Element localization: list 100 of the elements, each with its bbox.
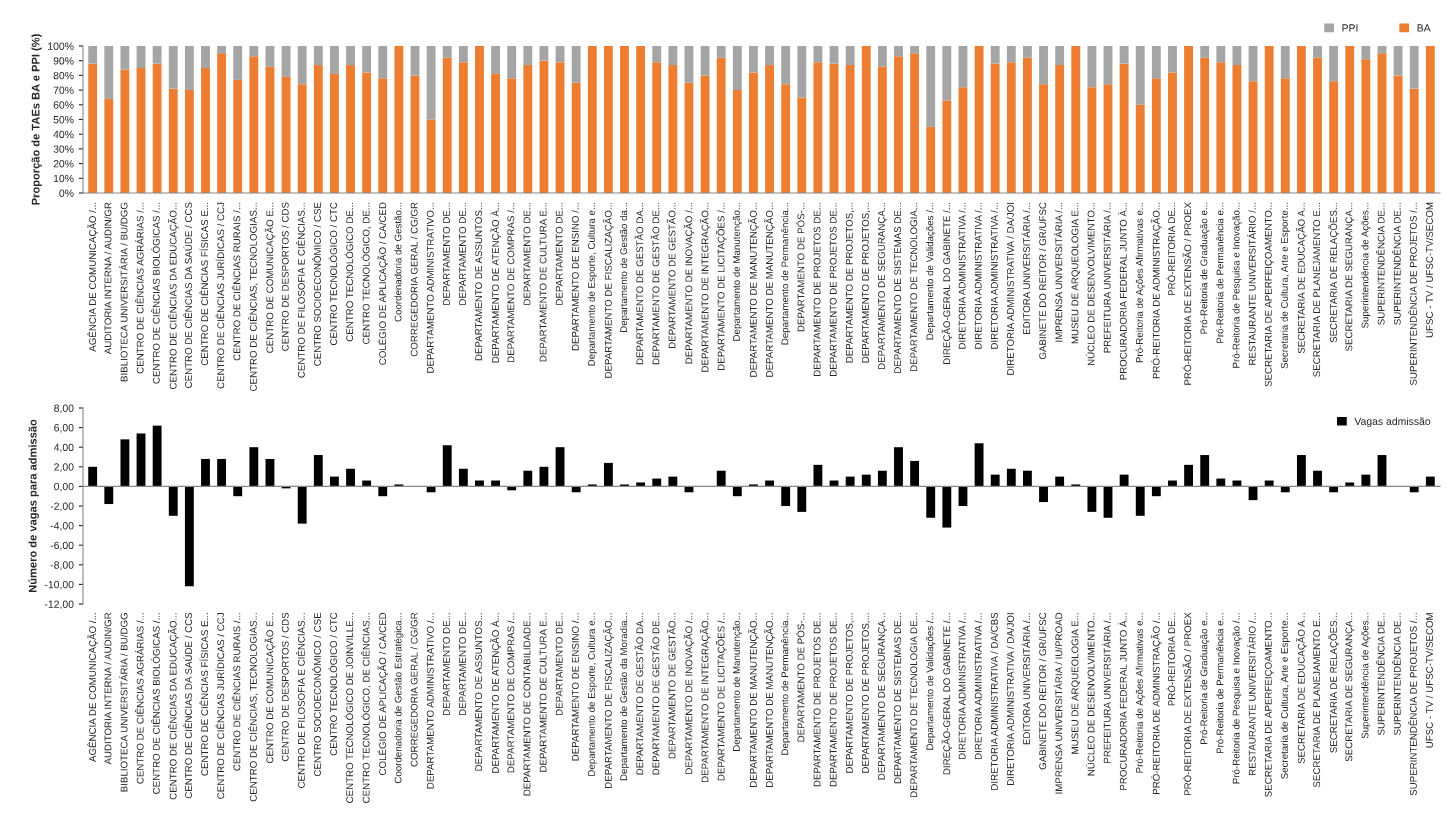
x-tick-label: DEPARTAMENTO DE CULTURA E... (539, 613, 547, 772)
x-tick-label: SECRETARIA DE PLANEJAMENTO E... (1313, 202, 1321, 377)
x-tick-label: DEPARTAMENTO DE LICITAÇÕES /... (715, 202, 727, 370)
x-tick-label: Coordenadoria de Gestão Estratégica... (394, 613, 404, 784)
x-tick-label: CENTRO TECNOLÓGICO / CTC (328, 612, 338, 756)
x-tick-label: DIREÇÃO-GERAL DO GABINETE /... (941, 613, 953, 775)
x-tick-label: AUDITORIA INTERNA / AUDIN/GR (104, 202, 112, 355)
x-tick-label: CENTRO DE DESPORTOS / CDS (281, 612, 289, 762)
x-tick-label: Pró-Reitoria de Permanência e... (1216, 202, 1224, 343)
x-tick-label: CENTRO SOCIOECONÔMICO / CSE (312, 202, 321, 366)
x-tick-label: DEPARTAMENTO DE PROJETOS DE... (813, 202, 821, 376)
x-tick-label: CENTRO DE COMUNICAÇÃO E... (264, 613, 276, 764)
x-tick-label: DEPARTAMENTO DE INTEGRAÇÃO... (699, 202, 711, 372)
x-tick-label: Departamento de Gestão da Moradia... (619, 613, 630, 781)
x-tick-label: CENTRO DE FILOSOFIA E CIÊNCIAS... (296, 202, 305, 378)
x-tick-label: CENTRO DE CIÊNCIAS JURÍDICAS / CCJ (215, 613, 225, 799)
x-tick-label: RESTAURANTE UNIVERSITÁRIO /... (1247, 613, 1256, 776)
x-tick-label: DEPARTAMENTO DE PÓS-... (795, 613, 805, 742)
x-tick-label: Departamento de Manutenção... (732, 202, 742, 341)
x-tick-label: DEPARTAMENTO DE PROJETOS,... (845, 202, 854, 363)
x-tick-label: GABINETE DO REITOR / GR/UFSC (1039, 612, 1047, 770)
x-tick-label: MUSEU DE ARQUEOLOGIA E... (1071, 613, 1081, 754)
x-tick-label: SUPERINTENDÊNCIA DE PROJETOS /... (1408, 202, 1417, 386)
x-tick-label: CENTRO DE CIÊNCIAS AGRÁRIAS /... (135, 613, 144, 784)
x-tick-label: DEPARTAMENTO DE SEGURANÇA... (878, 613, 887, 780)
x-tick-label: DEPARTAMENTO DE... (523, 202, 531, 305)
x-tick-label: CENTRO TECNOLÓGICO / CTC (328, 202, 338, 346)
x-tick-label: PREFEITURA UNIVERSITÁRIA /... (1102, 202, 1111, 353)
x-tick-label: SECRETARIA DE EDUCAÇÃO A... (1296, 613, 1307, 764)
x-tick-label: DEPARTAMENTO DE GESTÃO DE... (650, 613, 660, 775)
x-tick-label: Pró-Reitoria de Graduação e... (1200, 202, 1210, 334)
x-tick-label: Pró-Reitoria de Graduação e... (1200, 613, 1210, 744)
y-tick-label: 4,00 (53, 443, 74, 453)
x-tick-label: DEPARTAMENTO DE... (555, 613, 563, 716)
x-tick-label: Pró-Reitoria de Pesquisa e Inovação... (1232, 202, 1242, 368)
x-tick-label: DEPARTAMENTO DE PROJETOS,... (845, 613, 854, 773)
y-tick-label: 30% (53, 145, 74, 153)
x-tick-label: DEPARTAMENTO DE GESTÃO DA... (634, 202, 644, 365)
x-tick-label: CENTRO DE CIÊNCIAS DA EDUCAÇÃO... (167, 202, 179, 389)
x-tick-label: CENTRO DE CIÊNCIAS FÍSICAS E... (199, 613, 209, 776)
x-tick-label: GABINETE DO REITOR / GR/UFSC (1039, 202, 1047, 360)
x-tick-label: SECRETARIA DE RELAÇÕES... (1328, 613, 1339, 753)
y-tick-label: -4,00 (50, 522, 74, 531)
x-tick-label: Superintendência de Ações... (1361, 613, 1371, 739)
x-tick-label: NÚCLEO DE DESENVOLVIMENTO... (1085, 202, 1095, 366)
y-tick-label: 90% (53, 57, 74, 65)
x-tick-label: SECRETARIA DE APERFEIÇOAMENTO... (1264, 202, 1274, 387)
x-tick-label: DEPARTAMENTO DE ASSUNTOS... (475, 613, 483, 771)
x-tick-label: DEPARTAMENTO DE SEGURANÇA... (878, 202, 887, 370)
y-axis-title: Número de vagas para admissão (28, 419, 39, 593)
x-tick-label: CENTRO TECNOLÓGICO, DE CIÊNCIAS... (361, 613, 371, 803)
x-tick-label: Departamento de Validações /... (926, 613, 936, 750)
x-tick-label: DEPARTAMENTO DE PROJETOS DE... (813, 613, 821, 787)
y-tick-label: 70% (53, 86, 74, 94)
x-tick-label: DEPARTAMENTO DE MANUTENÇÃO... (748, 202, 759, 377)
y-tick-label: 10% (53, 174, 74, 183)
x-tick-label: CENTRO TECNOLÓGICO DE JOINVILLE... (344, 613, 354, 803)
x-tick-label: PREFEITURA UNIVERSITÁRIA /... (1102, 613, 1111, 763)
x-tick-label: Pró-Reitoria de Ações Afirmativas e... (1135, 613, 1145, 773)
x-tick-label: DIRETORIA ADMINISTRATIVA /... (974, 202, 982, 349)
x-tick-label: CENTRO DE CIÊNCIAS AGRÁRIAS /... (135, 202, 144, 374)
x-tick-label: DEPARTAMENTO DE INOVAÇÃO /... (683, 202, 695, 364)
x-tick-label: DEPARTAMENTO DE TECNOLOGIA... (910, 202, 918, 372)
x-tick-label: SUPERINTENDÊNCIA DE... (1376, 202, 1385, 325)
y-tick-label: 6,00 (54, 424, 74, 433)
y-tick-label: 60% (53, 101, 74, 109)
x-tick-label: SECRETARIA DE SEGURANÇA... (1345, 202, 1355, 352)
x-tick-label: CENTRO DE CIÊNCIAS DA EDUCAÇÃO... (167, 613, 179, 800)
x-tick-label: AUDITORIA INTERNA / AUDIN/GR (104, 612, 112, 765)
x-tick-label: RESTAURANTE UNIVERSITÁRIO /... (1247, 202, 1256, 365)
x-tick-label: DEPARTAMENTO DE... (459, 613, 466, 716)
x-tick-label: CENTRO DE CIÊNCIAS DA SAÚDE / CCS (183, 202, 192, 388)
x-tick-label: CENTRO TECNOLÓGICO DE... (344, 202, 354, 342)
x-tick-label: COLÉGIO DE APLICAÇÃO / CA/CED (377, 202, 389, 365)
y-tick-label: -8,00 (50, 561, 74, 570)
x-tick-label: DIRETORIA ADMINISTRATIVA / DA/CBS (990, 612, 998, 790)
x-tick-label: PROCURADORIA FEDERAL JUNTO À... (1118, 202, 1127, 380)
x-tick-label: DEPARTAMENTO DE ENSINO /... (571, 202, 579, 351)
y-tick-label: -12,00 (44, 600, 74, 610)
x-tick-label: CENTRO DE CIÊNCIAS RURAIS /... (231, 202, 241, 361)
y-tick-label: 50% (53, 116, 74, 124)
x-tick-label: SUPERINTENDÊNCIA DE... (1392, 613, 1401, 736)
x-tick-label: PRÓ-REITORIA DE ADMINISTRAÇÃO... (1151, 202, 1162, 379)
x-tick-label: DEPARTAMENTO DE PROJETOS,... (861, 613, 871, 773)
x-tick-label: NÚCLEO DE DESENVOLVIMENTO... (1085, 613, 1095, 776)
x-tick-label: CENTRO DE DESPORTOS / CDS (281, 202, 289, 351)
x-tick-label: DIRETORIA ADMINISTRATIVA /... (974, 613, 982, 760)
x-tick-label: CENTRO SOCIOECONÔMICO / CSE (312, 612, 321, 777)
x-tick-label: Departamento de Permanência... (781, 613, 791, 755)
x-tick-label: Pró-Reitoria de Pesquisa e Inovação /... (1232, 613, 1242, 784)
legend-label: Vagas admissão (1354, 417, 1431, 428)
x-tick-label: EDITORA UNIVERSITÁRIA /... (1021, 202, 1031, 334)
y-tick-label: 80% (53, 71, 74, 80)
x-tick-label: DEPARTAMENTO ADMINISTRATIVO... (426, 202, 434, 373)
x-tick-label: Pró-Reitoria de Ações Afirmativas e... (1135, 202, 1145, 363)
x-tick-label: PRÓ-REITORIA DE ADMINISTRAÇÃO /... (1151, 613, 1162, 794)
x-tick-label: COLÉGIO DE APLICAÇÃO / CA/CED (377, 612, 389, 775)
x-tick-label: BIBLIOTECA UNIVERSITÁRIA / BU/DGG (118, 613, 128, 792)
x-tick-label: AGÊNCIA DE COMUNICAÇÃO /... (87, 613, 98, 762)
x-tick-label: DEPARTAMENTO DE ATENÇÃO À... (490, 202, 501, 363)
